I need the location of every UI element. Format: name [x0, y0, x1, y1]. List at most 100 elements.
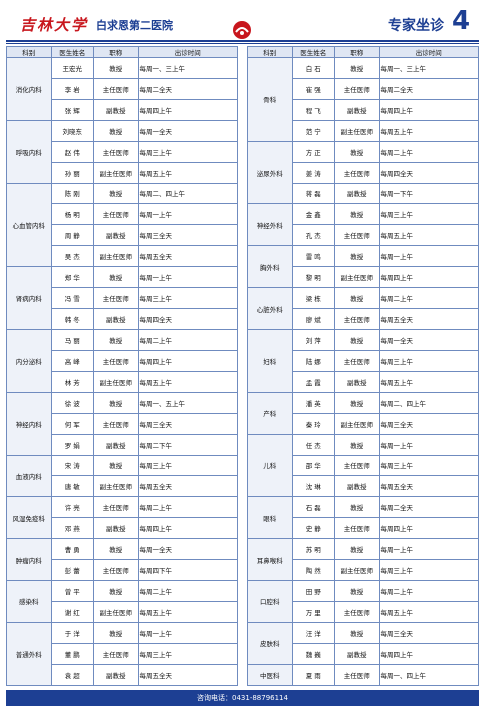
clinic-time: 每周五全天	[378, 475, 479, 498]
doctor-name: 袁 超	[50, 663, 94, 687]
clinic-time: 每周二上午	[137, 328, 238, 351]
doctor-name: 夏 雨	[291, 663, 335, 687]
doctor-name: 金 鑫	[291, 203, 335, 226]
department: 肿瘤内科	[6, 538, 52, 582]
doctor-name: 刘 萍	[291, 328, 335, 351]
clinic-time: 每周三全天	[137, 412, 238, 435]
clinic-time: 每周一全天	[378, 328, 479, 351]
clinic-time: 每周二全天	[378, 77, 479, 100]
clinic-time: 每周四全天	[378, 161, 479, 184]
doctor-name: 高 峰	[50, 349, 94, 372]
doctor-name: 崔 强	[291, 77, 335, 100]
doctor-name: 白 石	[291, 57, 335, 79]
doctor-title: 教授	[333, 538, 380, 561]
doctor-title: 主任医师	[333, 517, 380, 540]
doctor-row: 唐 敏副主任医师 每周五全天	[7, 475, 238, 498]
doctor-name: 陈 刚	[50, 182, 94, 205]
schedule-table: 科别 医生姓名 职称 出诊时间 骨科白 石教授 每周一、三上午崔 强主任医师 每周二全天程 …	[247, 46, 479, 687]
clinic-time: 每周五上午	[137, 370, 238, 393]
doctor-title: 副主任医师	[92, 161, 139, 184]
clinic-time: 每周一、三上午	[378, 57, 479, 79]
department: 内分泌科	[6, 328, 52, 393]
clinic-time: 每周二、四上午	[378, 391, 479, 414]
header-row: 科别 医生姓名 职称 出诊时间	[247, 46, 479, 58]
doctor-name: 王宏光	[50, 57, 94, 79]
clinic-time: 每周三上午	[137, 454, 238, 477]
clinic-time: 每周五全天	[137, 663, 238, 687]
doctor-name: 郑 华	[50, 266, 94, 289]
doctor-row: 骨科白 石教授 每周一、三上午	[247, 57, 479, 142]
clinic-time: 每周四全天	[137, 308, 238, 330]
doctor-title: 教授	[92, 119, 139, 142]
doctor-title: 主任医师	[333, 454, 380, 477]
doctor-row: 呼吸内科 刘晓东 教授 每周一全天	[6, 119, 238, 184]
doctor-name: 曹 勇	[50, 538, 94, 561]
doctor-row: 史 静主任医师 每周四上午	[248, 517, 479, 540]
doctor-name: 蒋 磊	[291, 182, 335, 205]
doctor-name: 罗 娟	[50, 433, 94, 456]
doctor-name: 林 芳	[50, 370, 94, 393]
department: 神经内科	[6, 391, 52, 456]
column-header: 职称	[333, 46, 380, 58]
department: 神经外科	[247, 203, 293, 247]
clinic-time: 每周五全天	[137, 245, 238, 268]
clinic-time: 每周四上午	[137, 517, 238, 540]
department: 中医科	[247, 663, 293, 687]
doctor-name: 魏 巍	[291, 642, 335, 665]
doctor-name: 吴 杰	[50, 245, 94, 268]
clinic-time: 每周二全天	[378, 496, 479, 519]
doctor-title: 副教授	[333, 98, 380, 121]
clinic-time: 每周三上午	[378, 454, 479, 477]
clinic-time: 每周二上午	[137, 580, 238, 602]
doctor-name: 梁 栋	[291, 287, 335, 310]
doctor-name: 于 洋	[50, 621, 94, 644]
clinic-time: 每周四上午	[378, 98, 479, 121]
doctor-title: 副主任医师	[92, 600, 139, 623]
doctor-title: 主任医师	[333, 600, 380, 623]
clinic-time: 每周三上午	[378, 349, 479, 372]
doctor-title: 教授	[92, 328, 139, 351]
doctor-row: 彭 蕾主任医师 每周四下午	[7, 559, 238, 582]
rule	[6, 43, 479, 44]
doctor-name: 邓 燕	[50, 517, 94, 540]
doctor-name: 赵 伟	[50, 140, 94, 163]
column-header: 出诊时间	[378, 46, 479, 58]
doctor-name: 李 岩	[50, 77, 94, 100]
clinic-time: 每周一、五上午	[137, 391, 238, 414]
doctor-row: 孙 丽副主任医师 每周五上午	[7, 161, 238, 184]
doctor-name: 黎 明	[291, 266, 335, 289]
doctor-name: 许 亮	[50, 496, 94, 519]
doctor-title: 副主任医师	[333, 266, 380, 289]
doctor-title: 副主任医师	[333, 412, 380, 435]
doctor-row: 林 芳副主任医师 每周五上午	[7, 370, 238, 393]
doctor-title: 副教授	[92, 663, 139, 687]
doctor-title: 主任医师	[92, 77, 139, 100]
doctor-row: 魏 巍副教授 每周四上午	[248, 642, 479, 665]
doctor-name: 石 磊	[291, 496, 335, 519]
doctor-name: 姜 涛	[291, 161, 335, 184]
doctor-row: 胸外科雷 鸣教授 每周一上午	[247, 245, 479, 289]
department: 眼科	[247, 496, 293, 540]
doctor-title: 主任医师	[333, 161, 380, 184]
doctor-title: 主任医师	[92, 140, 139, 163]
doctor-name: 刘晓东	[50, 119, 94, 142]
clinic-time: 每周一上午	[378, 245, 479, 268]
clinic-time: 每周二上午	[137, 496, 238, 519]
doctor-name: 韩 冬	[50, 308, 94, 330]
department: 皮肤科	[247, 621, 293, 665]
doctor-row: 皮肤科汪 洋教授 每周三全天	[247, 621, 479, 665]
doctor-row: 普通外科于 洋教授 每周一上午	[6, 621, 238, 687]
clinic-time: 每周一上午	[137, 621, 238, 644]
doctor-title: 副教授	[92, 98, 139, 121]
column-header: 医生姓名	[291, 46, 335, 58]
department: 普通外科	[6, 621, 52, 687]
clinic-time: 每周五上午	[378, 370, 479, 393]
doctor-name: 彭 蕾	[50, 559, 94, 582]
doctor-title: 教授	[333, 287, 380, 310]
clinic-time: 每周五上午	[378, 119, 479, 142]
doctor-title: 主任医师	[333, 77, 380, 100]
doctor-title: 教授	[333, 580, 380, 602]
doctor-name: 雷 鸣	[291, 245, 335, 268]
doctor-name: 周 静	[50, 224, 94, 247]
doctor-title: 教授	[333, 140, 380, 163]
